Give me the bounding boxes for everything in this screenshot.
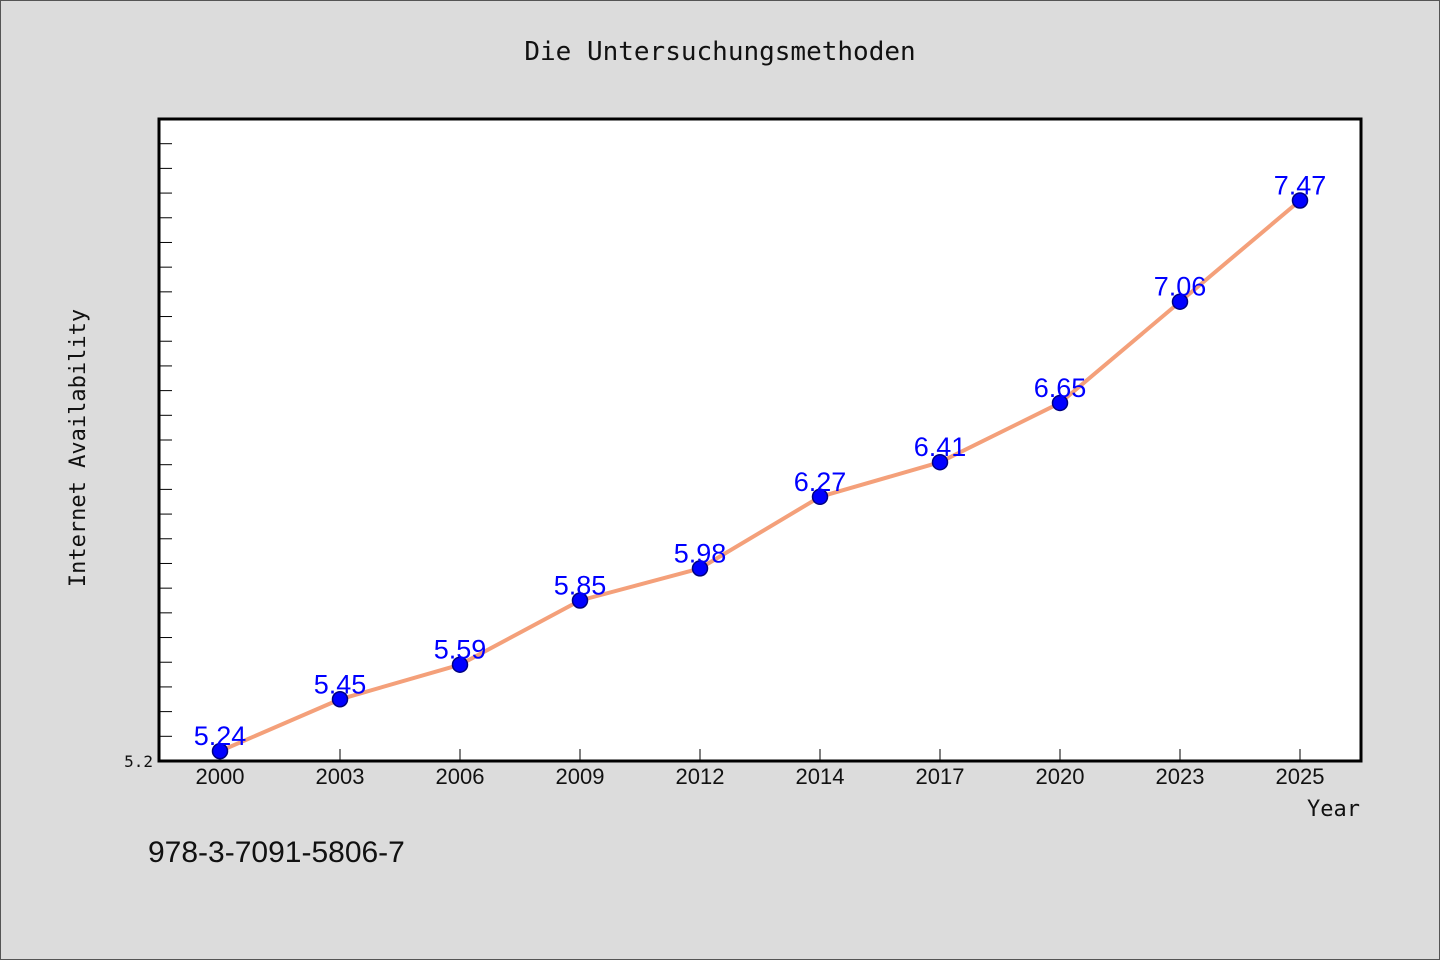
data-label: 5.59 <box>434 635 487 665</box>
series-layer <box>218 198 1302 754</box>
data-label: 5.45 <box>314 669 367 699</box>
data-label: 5.85 <box>554 571 607 601</box>
data-label: 5.98 <box>674 538 727 568</box>
data-label-layer: 5.24 5.45 5.59 5.85 5.98 6.27 6.41 6.65 7.06 7.47 <box>194 170 1327 751</box>
data-point <box>811 488 829 506</box>
series-line <box>218 198 1302 754</box>
x-tick-label: 2017 <box>916 764 965 789</box>
y-tick-label: 5.2 <box>124 752 153 771</box>
data-label: 6.41 <box>914 432 967 462</box>
isbn-text: 978-3-7091-5806-7 <box>148 836 405 869</box>
data-point <box>1171 293 1189 310</box>
data-point <box>211 742 229 760</box>
data-point <box>1291 192 1309 209</box>
data-label: 6.27 <box>794 467 847 497</box>
point-layer <box>211 192 1309 760</box>
x-tick-label: 2006 <box>436 764 485 789</box>
plot-area <box>157 117 1363 763</box>
x-axis-label: Year <box>1307 797 1360 822</box>
data-point <box>691 560 709 577</box>
x-tick-label: 2014 <box>796 764 845 789</box>
y-axis-label: Internet Availability <box>66 309 91 587</box>
data-point <box>931 453 949 471</box>
data-point <box>451 656 469 673</box>
x-tick-label: 2023 <box>1156 764 1205 789</box>
y-minor-ticks <box>159 143 172 737</box>
data-label: 6.65 <box>1034 373 1087 403</box>
x-tick-labels: 2000 2003 2006 2009 2012 2014 2017 2020 2023 2025 <box>196 749 1325 789</box>
x-tick-label: 2003 <box>316 764 365 789</box>
data-point <box>571 592 589 609</box>
data-label: 7.47 <box>1274 170 1327 200</box>
data-label: 5.24 <box>194 721 247 751</box>
data-point <box>1051 394 1069 412</box>
y-tick-labels: 5.2 <box>124 752 153 771</box>
x-tick-label: 2012 <box>676 764 725 789</box>
x-tick-label: 2025 <box>1276 764 1325 789</box>
chart-title: Die Untersuchungsmethoden <box>524 37 915 67</box>
data-point <box>331 691 349 708</box>
data-label: 7.06 <box>1154 272 1207 302</box>
x-tick-label: 2000 <box>196 764 245 789</box>
x-tick-label: 2009 <box>556 764 605 789</box>
x-tick-label: 2020 <box>1036 764 1085 789</box>
